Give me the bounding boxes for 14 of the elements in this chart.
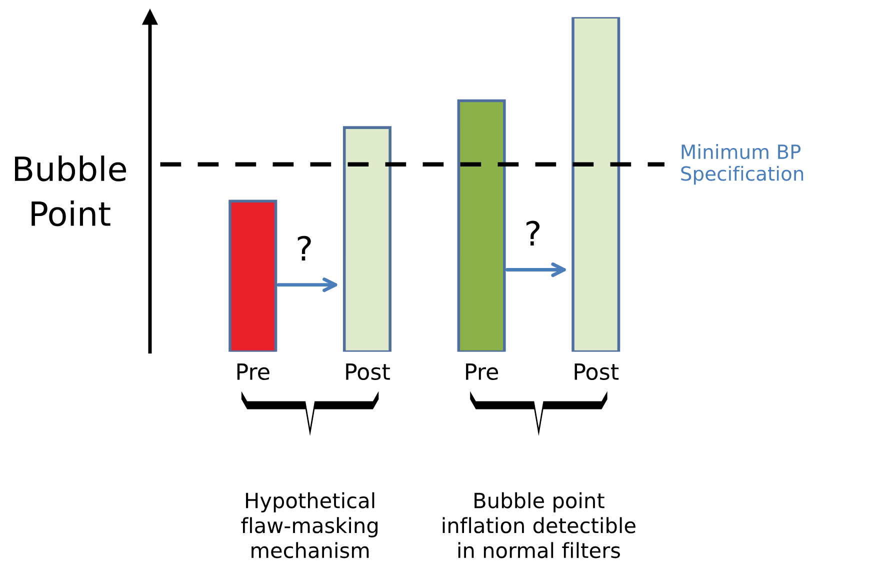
x-tick-label: Post bbox=[574, 364, 619, 380]
y-axis-title: Bubble Point bbox=[14, 156, 126, 226]
x-tick-label: Post bbox=[346, 364, 390, 380]
bar bbox=[342, 126, 392, 352]
bar bbox=[457, 99, 506, 352]
annotation: ? bbox=[298, 236, 311, 261]
text: Hypothetical flaw-masking mechanism bbox=[241, 492, 378, 558]
annotation: ? bbox=[526, 220, 540, 246]
x-tick-label: Pre bbox=[237, 364, 270, 380]
text: Bubble point inflation detectible in normal filters bbox=[442, 492, 636, 558]
bar bbox=[228, 200, 278, 352]
bar bbox=[572, 17, 620, 352]
ref-line-label: Minimum BP Specification bbox=[681, 144, 804, 185]
x-tick-label: Pre bbox=[466, 364, 498, 380]
